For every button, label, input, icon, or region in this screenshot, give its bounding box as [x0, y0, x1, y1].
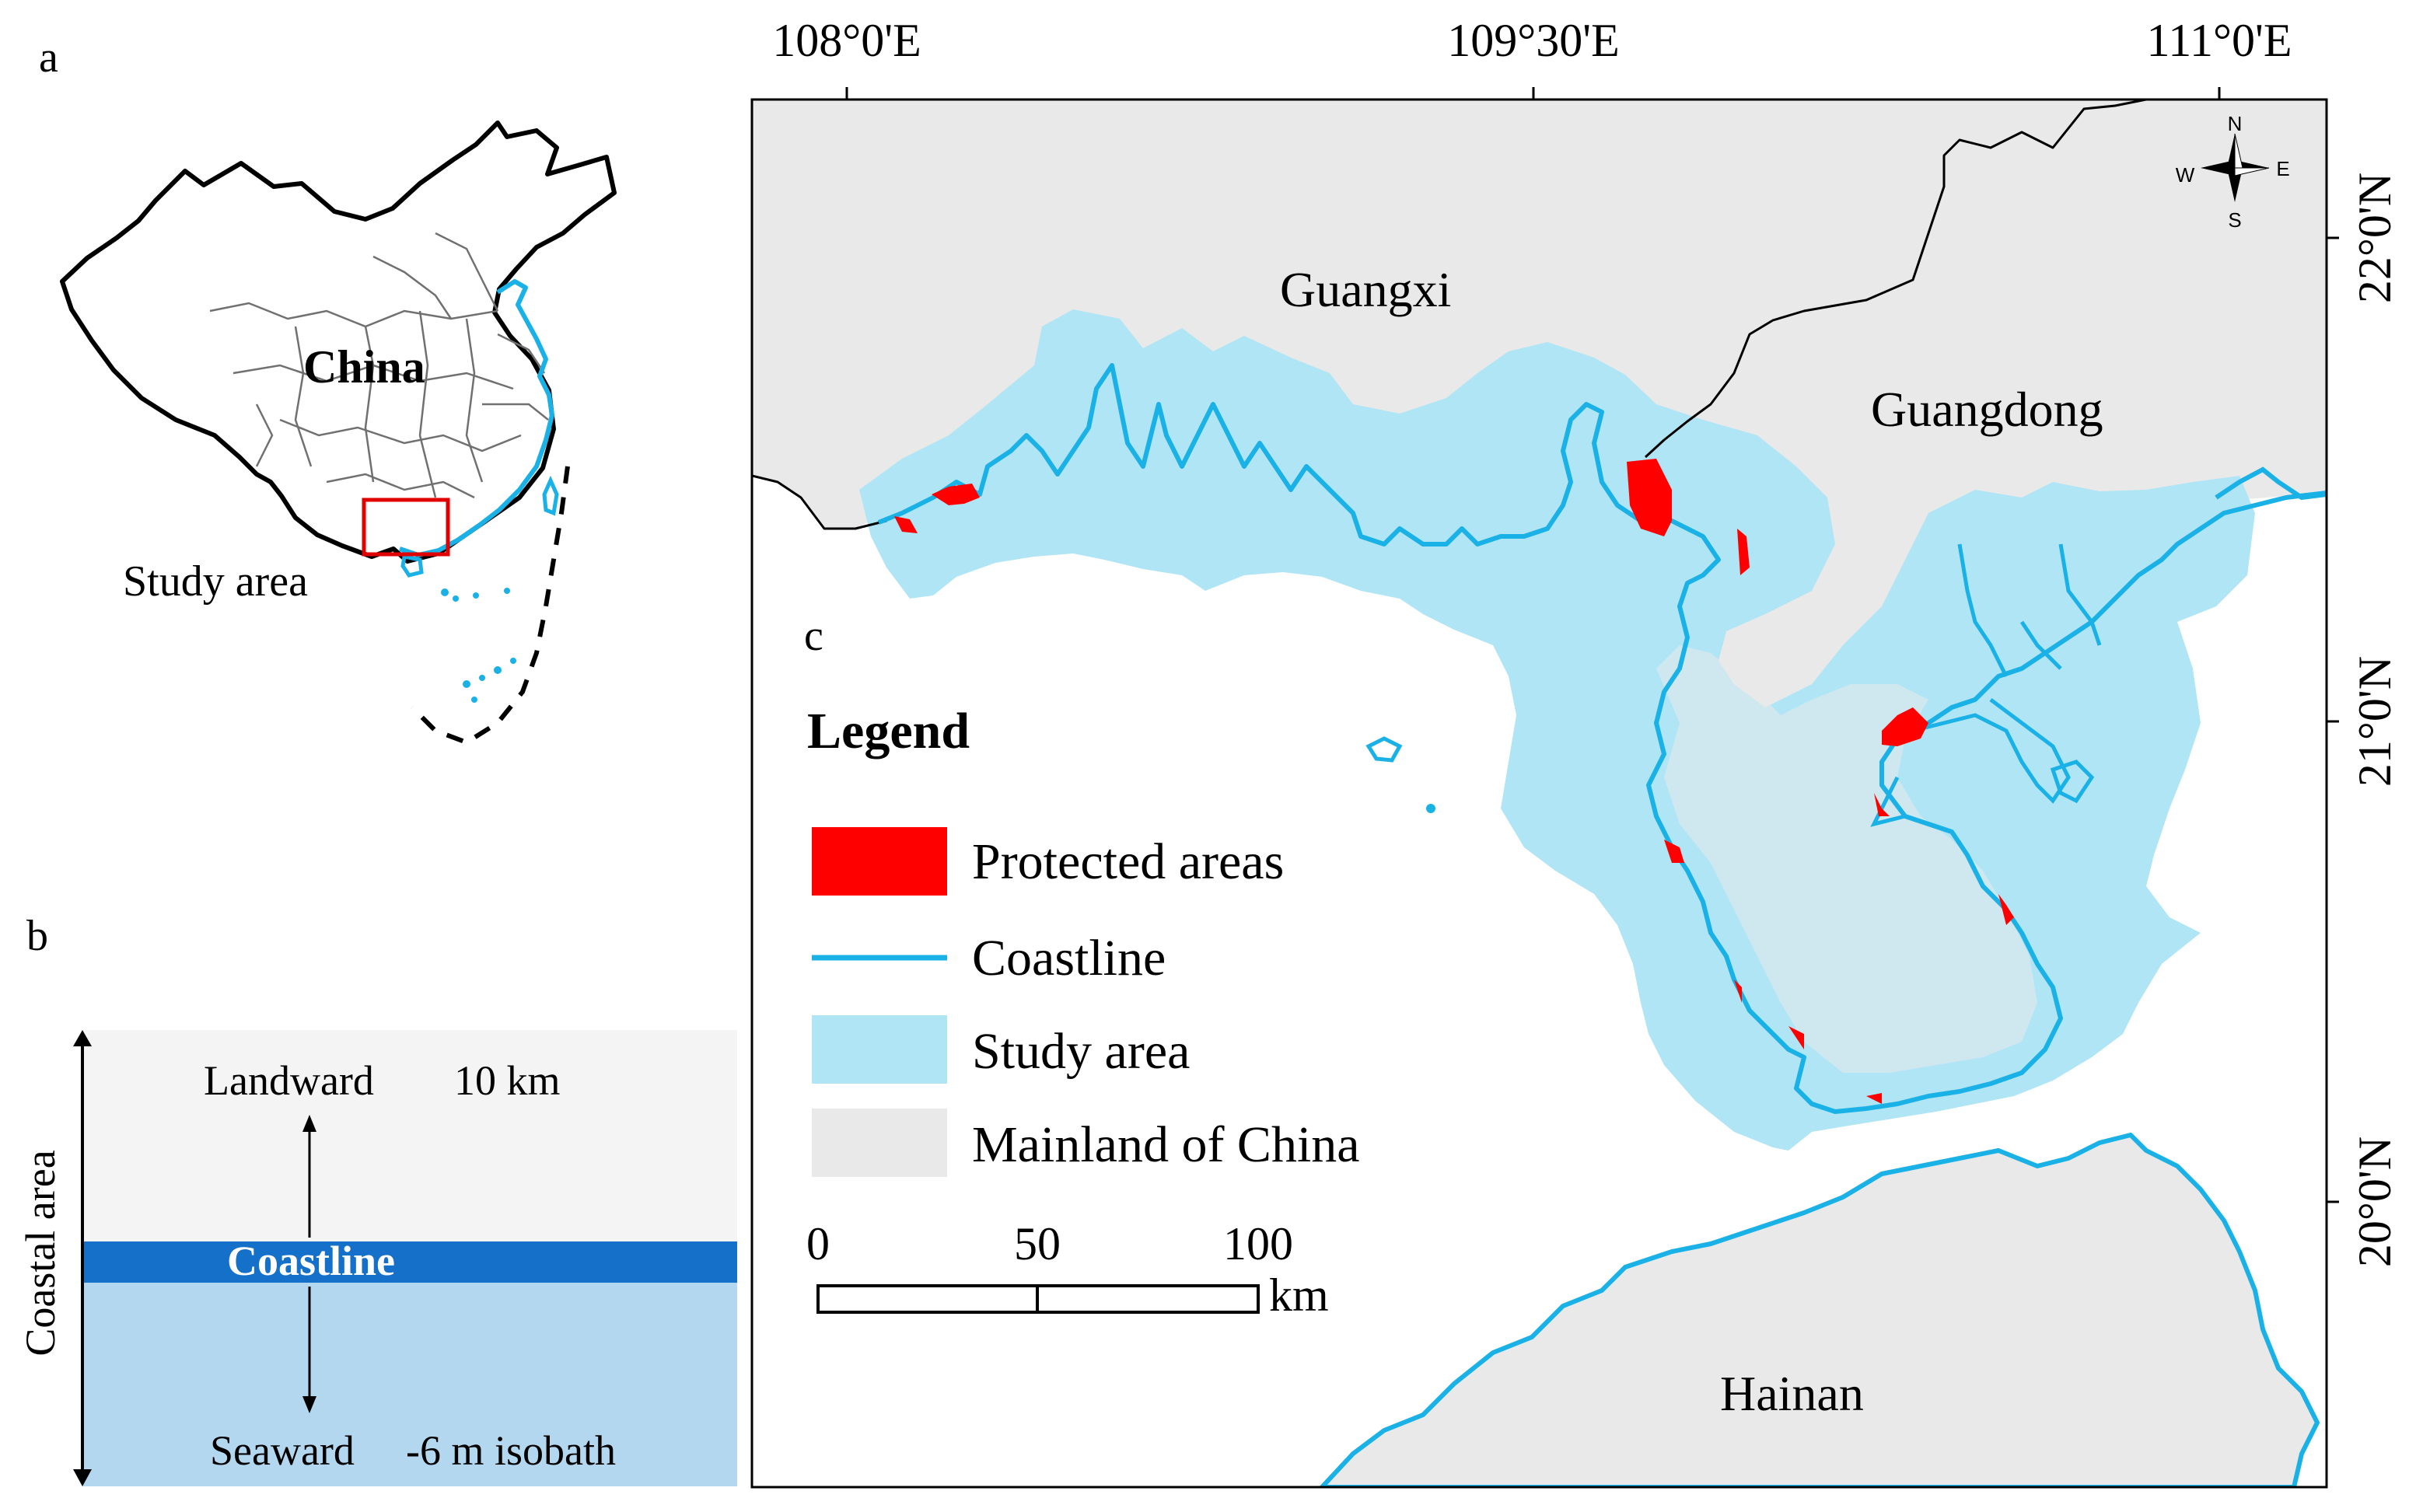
legend-swatch-study-area	[812, 1015, 947, 1084]
legend-title: Legend	[807, 703, 970, 759]
province-boundary	[752, 100, 2147, 530]
legend-label-coastline: Coastline	[972, 930, 1166, 986]
compass-s: S	[2228, 208, 2241, 232]
lat-tick-21: 21°0'N	[2349, 656, 2400, 787]
island-3	[2050, 759, 2095, 804]
axis-arrow-top	[73, 1030, 92, 1046]
study-area-label: Study area	[123, 557, 308, 606]
panel-a: a Ch	[39, 33, 617, 746]
landward-label: Landward	[204, 1057, 374, 1104]
scale-label-100: 100	[1223, 1218, 1293, 1269]
panel-c: 108°0'E 109°30'E 111°0'E 22°0'N 21°0'N 2…	[750, 15, 2400, 1489]
guangxi-label: Guangxi	[1280, 262, 1451, 317]
landward-arrow-head	[302, 1115, 316, 1132]
province-boundaries	[209, 232, 549, 499]
legend-label-study-area: Study area	[972, 1023, 1190, 1080]
taiwan-inset	[542, 475, 559, 516]
scale-bar-left	[816, 1284, 1039, 1314]
axis-arrow-bottom	[73, 1469, 92, 1486]
legend: Legend Protected areas Coastline Study a…	[807, 703, 1360, 1177]
seaward-limit: -6 m isobath	[406, 1427, 616, 1474]
landward-zone	[82, 1030, 737, 1241]
seaward-label: Seaward	[210, 1427, 355, 1474]
south-china-sea-islands	[441, 588, 516, 703]
seaward-arrow-head	[302, 1396, 316, 1413]
landward-distance: 10 km	[454, 1057, 561, 1104]
guangdong-label: Guangdong	[1871, 382, 2103, 437]
lat-tick-20: 20°0'N	[2349, 1137, 2400, 1267]
mainland-inland-overlay	[1656, 645, 2037, 1073]
legend-label-mainland: Mainland of China	[972, 1116, 1360, 1173]
island-2	[1426, 804, 1435, 813]
panel-b-letter: b	[26, 912, 48, 960]
scale-bar: 0 50 100 km	[806, 1218, 1329, 1321]
compass-e: E	[2276, 157, 2289, 180]
hainan-island	[1320, 1133, 2320, 1487]
protected-areas	[894, 459, 2014, 1104]
panel-c-letter: c	[804, 612, 823, 660]
legend-label-protected: Protected areas	[972, 833, 1284, 890]
compass-w: W	[2176, 163, 2195, 187]
study-area-box	[362, 498, 450, 557]
coastline-main	[877, 363, 2327, 1114]
hainan-inset	[400, 554, 424, 578]
china-label: China	[303, 341, 425, 393]
lat-tick-22: 22°0'N	[2349, 173, 2400, 303]
legend-swatch-protected	[812, 827, 947, 896]
nine-dash-line	[410, 466, 570, 746]
scale-unit: km	[1269, 1269, 1329, 1321]
legend-swatch-mainland	[812, 1109, 947, 1177]
compass-icon: N S E W	[2176, 112, 2290, 232]
china-coastline-inset	[399, 279, 554, 557]
coastline-east-guangdong	[2215, 466, 2327, 501]
lon-tick-111: 111°0'E	[2146, 15, 2292, 66]
lon-tick-109-30: 109°30'E	[1447, 15, 1619, 66]
map-frame	[750, 98, 2328, 1489]
seaward-zone	[82, 1283, 737, 1486]
coastline-band	[82, 1241, 737, 1283]
scale-label-0: 0	[806, 1218, 830, 1269]
compass-n: N	[2228, 112, 2243, 135]
panel-b: b Coastline Coastal area Landward 10 km …	[17, 912, 737, 1486]
lon-tick-108: 108°0'E	[772, 15, 921, 66]
right-ticks	[2327, 236, 2339, 1203]
top-ticks	[845, 87, 2221, 100]
panel-a-letter: a	[39, 33, 58, 82]
scale-label-50: 50	[1014, 1218, 1061, 1269]
scale-bar-right	[1036, 1284, 1260, 1314]
island-1	[1365, 736, 1403, 763]
coastline-inner-bay	[1870, 543, 2102, 827]
coastal-area-label: Coastal area	[17, 1150, 64, 1356]
hainan-label: Hainan	[1720, 1366, 1864, 1421]
coastline-band-label: Coastline	[227, 1238, 395, 1284]
